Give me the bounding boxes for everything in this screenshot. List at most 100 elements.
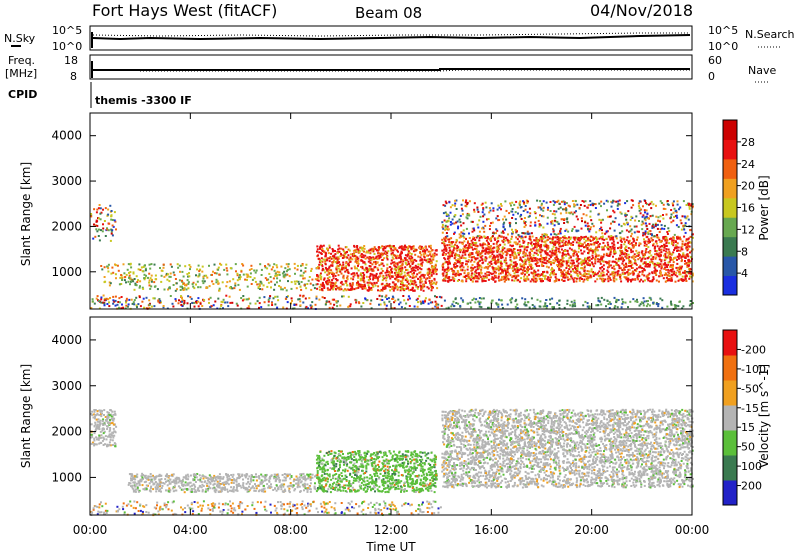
data-cell [336, 262, 339, 264]
data-cell [310, 306, 313, 309]
data-cell [687, 203, 690, 206]
data-cell [220, 300, 223, 303]
data-cell [390, 267, 393, 270]
data-cell [101, 268, 104, 271]
data-cell [657, 264, 660, 267]
data-cell [627, 240, 630, 243]
data-cell [415, 248, 418, 251]
data-cell [645, 263, 648, 266]
data-cell [680, 228, 683, 231]
data-cell [573, 225, 576, 228]
data-cell [601, 260, 604, 263]
data-cell [384, 296, 387, 299]
data-cell [327, 288, 330, 291]
data-cell [633, 225, 636, 228]
data-cell [195, 283, 197, 286]
data-cell [331, 279, 334, 282]
data-cell [480, 252, 483, 254]
data-cell [511, 208, 514, 210]
data-cell [217, 268, 220, 271]
data-cell [124, 276, 127, 278]
data-cell [392, 253, 395, 256]
data-cell [346, 251, 348, 253]
data-cell [529, 253, 532, 256]
data-cell [511, 252, 514, 255]
data-cell [443, 248, 446, 251]
data-cell [221, 281, 224, 284]
data-cell [666, 233, 669, 235]
data-cell [648, 252, 651, 255]
data-cell [642, 232, 645, 235]
data-cell [513, 275, 516, 278]
data-cell [399, 280, 402, 283]
data-cell [410, 267, 413, 270]
data-cell [466, 241, 469, 244]
data-cell [553, 271, 556, 274]
data-cell [441, 221, 444, 224]
data-cell [560, 262, 563, 265]
data-cell [160, 301, 162, 304]
data-cell [559, 230, 561, 233]
data-cell [165, 272, 168, 275]
data-cell [535, 238, 538, 241]
data-cell [398, 303, 401, 306]
data-cell [541, 261, 544, 264]
data-cell [390, 247, 393, 250]
data-cell [142, 287, 145, 290]
data-cell [110, 228, 113, 231]
data-cell [635, 225, 638, 228]
data-cell [198, 268, 201, 271]
data-cell [582, 268, 585, 271]
data-cell [688, 277, 691, 280]
data-cell [632, 272, 635, 275]
data-cell [579, 237, 581, 240]
data-cell [575, 229, 578, 232]
data-cell [531, 304, 534, 306]
data-cell [585, 246, 588, 249]
data-cell [488, 248, 490, 251]
data-cell [400, 252, 403, 255]
data-cell [500, 264, 502, 267]
data-cell [557, 250, 560, 253]
data-cell [241, 299, 244, 302]
data-cell [617, 264, 620, 267]
data-cell [380, 252, 383, 255]
data-cell [681, 275, 684, 278]
data-cell [660, 248, 663, 251]
data-cell [533, 305, 536, 308]
data-cell [183, 287, 186, 290]
data-cell [534, 221, 537, 224]
data-cell [484, 275, 487, 278]
data-cell [531, 244, 534, 247]
data-cell [583, 250, 586, 253]
data-cell [479, 256, 482, 259]
data-cell [520, 265, 523, 268]
data-cell [429, 250, 432, 253]
data-cell [323, 287, 326, 289]
data-cell [450, 241, 453, 244]
data-cell [342, 263, 345, 266]
data-cell [444, 247, 447, 250]
data-cell [471, 241, 474, 244]
data-cell [586, 275, 589, 278]
data-cell [494, 276, 497, 279]
data-cell [652, 223, 655, 226]
data-cell [556, 241, 559, 244]
data-cell [576, 259, 579, 262]
data-cell [611, 242, 614, 245]
data-cell [399, 255, 402, 258]
data-cell [590, 268, 593, 271]
data-cell [433, 277, 436, 280]
data-cell [286, 273, 289, 276]
data-cell [561, 270, 564, 273]
data-cell [122, 263, 125, 266]
data-cell [218, 273, 221, 276]
data-cell [335, 267, 338, 270]
data-cell [354, 257, 357, 260]
data-cell [429, 253, 431, 256]
data-cell [346, 256, 349, 259]
data-cell [91, 300, 94, 303]
data-cell [492, 242, 495, 245]
data-cell [251, 278, 254, 281]
data-cell [149, 287, 152, 290]
